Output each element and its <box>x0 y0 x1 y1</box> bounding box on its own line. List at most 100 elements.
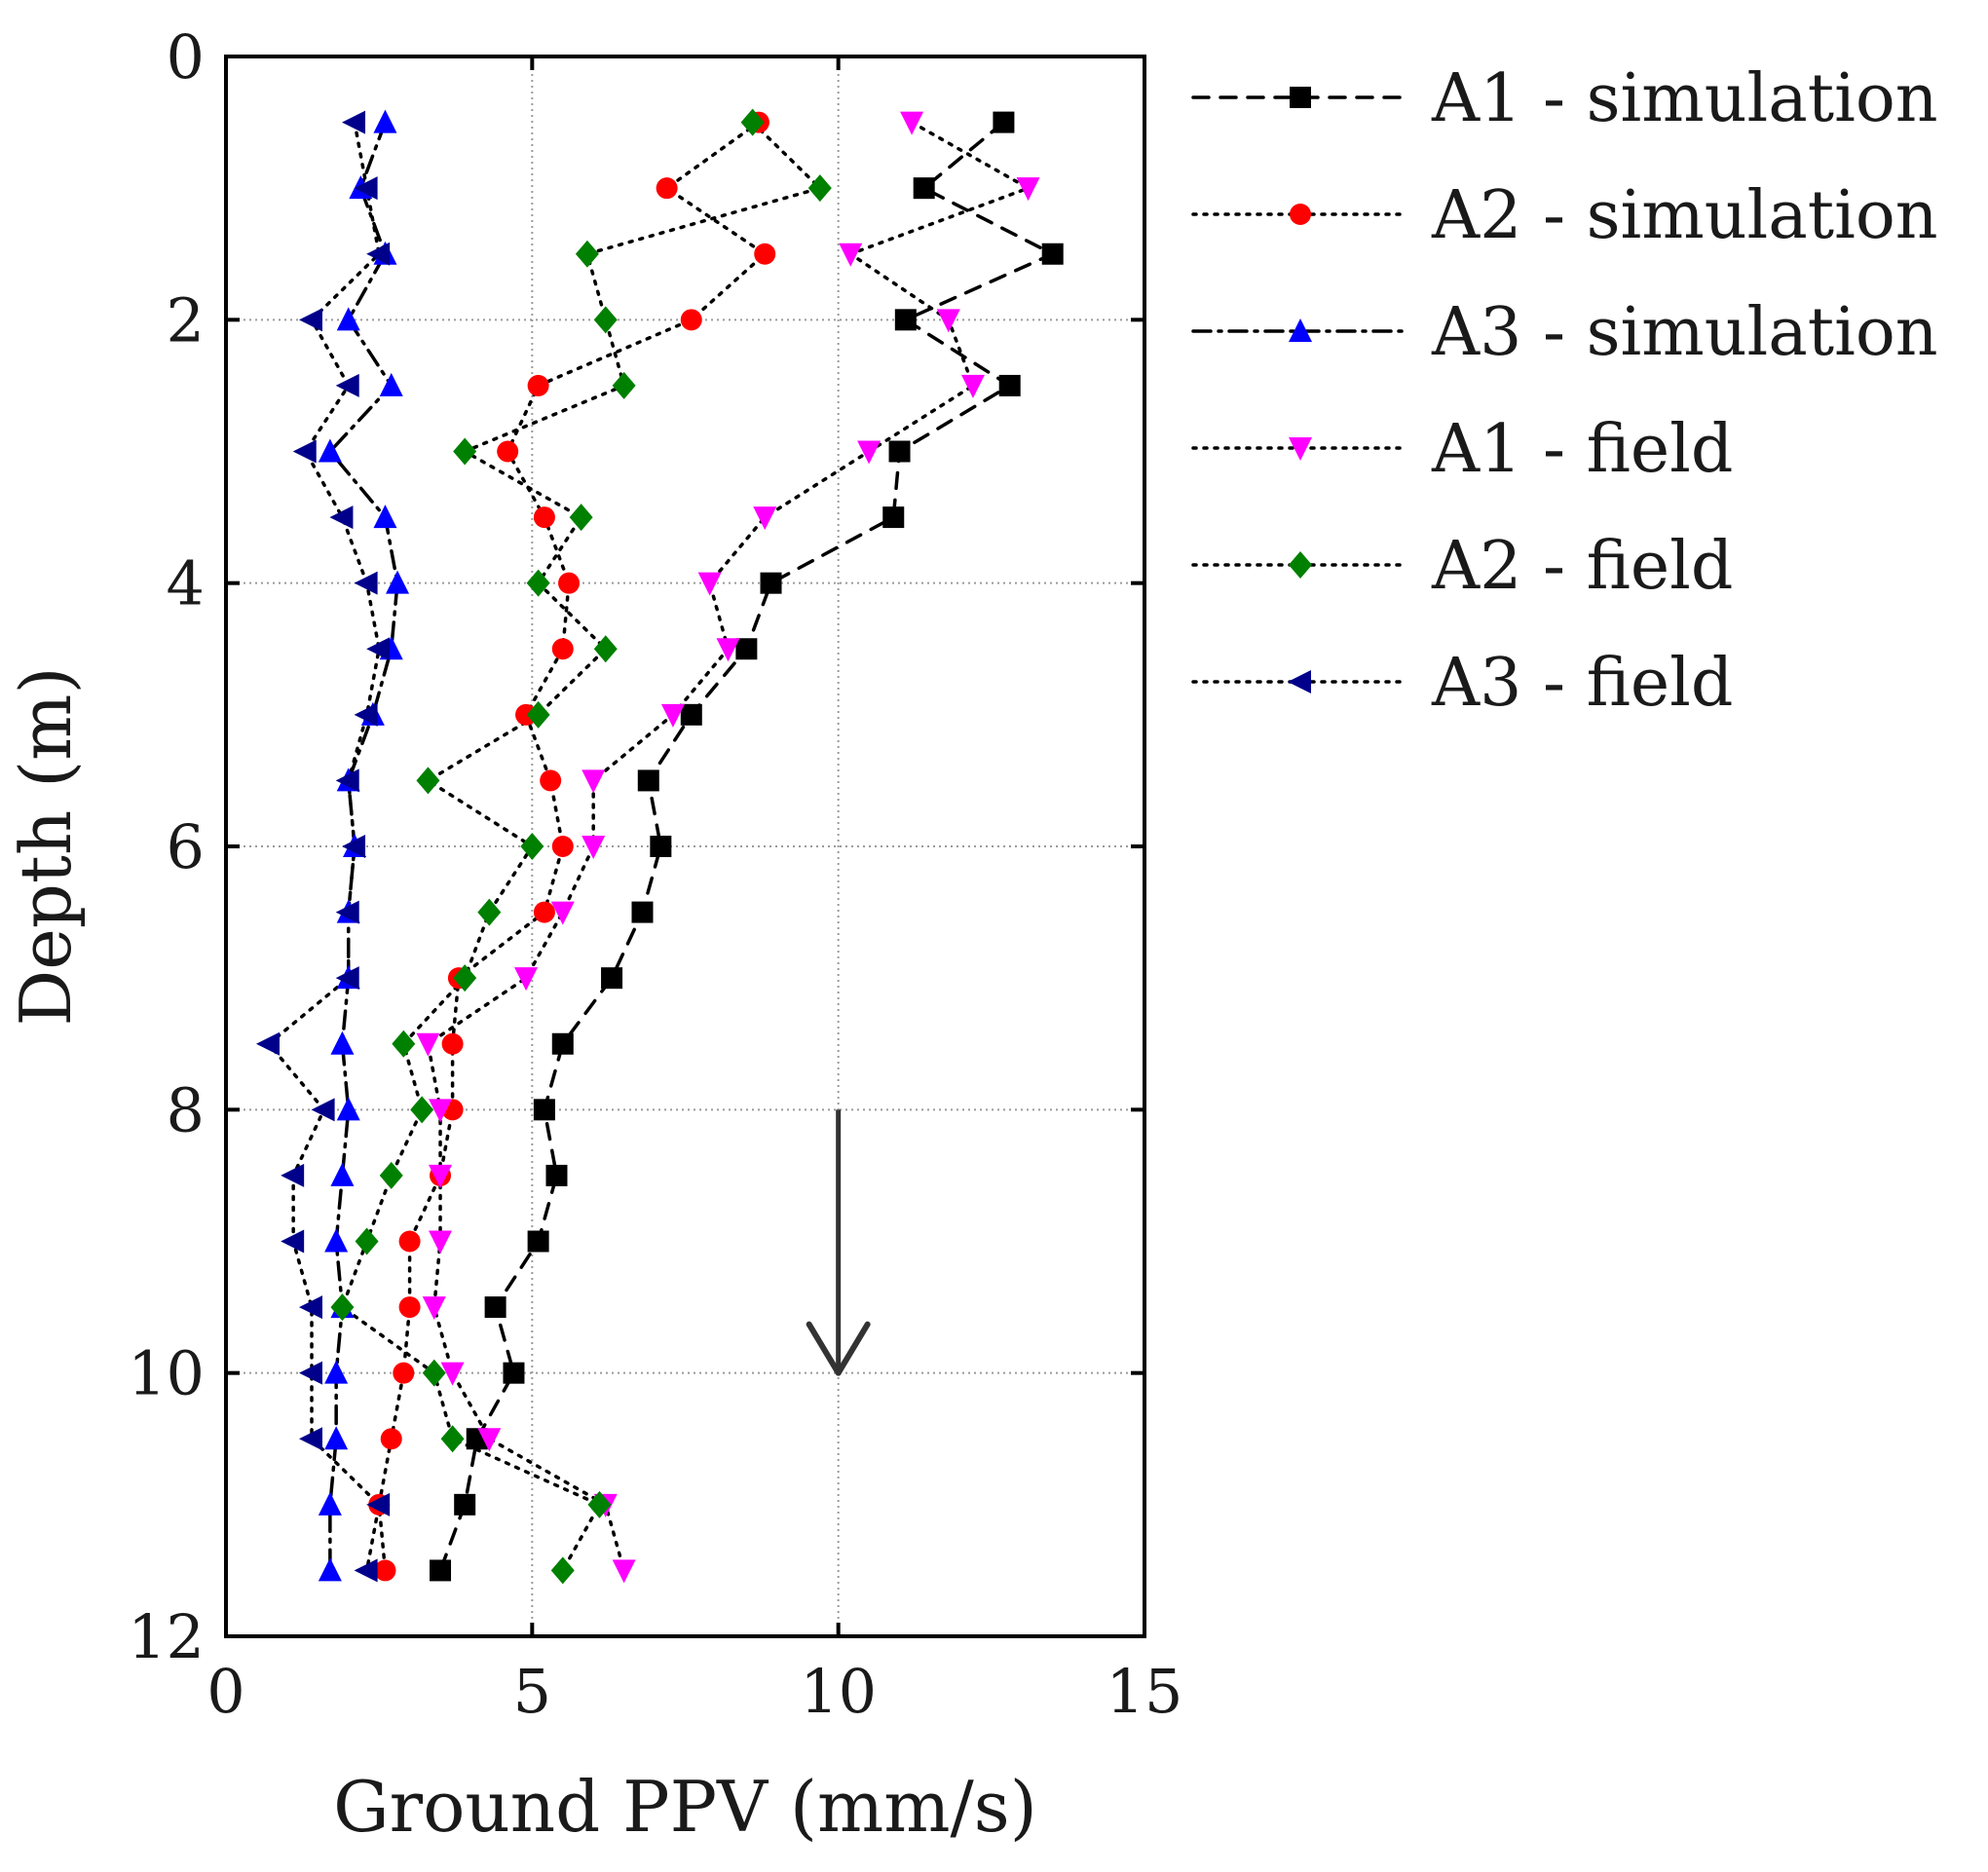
data-point <box>441 1032 464 1055</box>
series-line <box>438 120 1057 1573</box>
x-axis-title: Ground PPV (mm/s) <box>333 1766 1037 1848</box>
data-point <box>497 440 519 463</box>
data-point <box>429 1099 453 1123</box>
data-point <box>550 1556 575 1585</box>
markers-a3-field <box>256 110 391 1583</box>
data-point <box>716 638 740 662</box>
legend-marker <box>1289 437 1312 461</box>
y-tick-label: 6 <box>167 811 205 882</box>
data-point <box>894 309 917 331</box>
data-point <box>533 901 555 923</box>
data-point <box>484 1296 506 1319</box>
y-tick-label: 12 <box>128 1601 205 1672</box>
data-point <box>453 964 477 992</box>
data-point <box>551 638 574 660</box>
data-point <box>354 571 378 595</box>
data-point <box>386 570 410 594</box>
data-point <box>650 836 672 857</box>
axis-ticks: 0 5 10 15 0 2 4 6 8 10 12 <box>128 21 1182 1727</box>
data-point <box>680 309 702 331</box>
data-point <box>335 966 359 991</box>
data-point <box>753 506 777 531</box>
data-point <box>550 901 575 925</box>
data-point <box>888 440 911 463</box>
data-point <box>936 309 960 333</box>
legend-label: A3 - field <box>1431 645 1733 722</box>
data-point <box>882 506 905 529</box>
data-point <box>680 703 702 726</box>
legend-marker <box>1290 204 1311 225</box>
data-point <box>558 572 581 594</box>
data-point <box>637 769 659 792</box>
data-point <box>398 1230 421 1253</box>
data-point <box>545 1164 568 1186</box>
data-point <box>839 243 863 267</box>
series-group <box>256 108 1064 1585</box>
data-point <box>601 967 623 990</box>
data-point <box>697 572 722 596</box>
data-point <box>256 1031 281 1056</box>
data-point <box>440 1425 465 1453</box>
data-point <box>993 111 1015 133</box>
data-point <box>342 835 366 858</box>
data-point <box>429 1230 453 1254</box>
data-point <box>416 767 440 795</box>
legend-marker <box>1290 87 1311 108</box>
data-point <box>299 308 323 332</box>
data-point <box>318 438 342 463</box>
data-point <box>330 1162 355 1186</box>
data-point <box>1041 243 1064 265</box>
data-point <box>373 505 397 529</box>
data-point <box>551 836 574 857</box>
legend-item: A2 - field <box>1191 528 1733 605</box>
legend-marker <box>1289 318 1312 342</box>
legend-item: A1 - simulation <box>1191 60 1938 137</box>
data-point <box>416 1032 440 1057</box>
data-point <box>335 900 359 924</box>
x-tick-label: 5 <box>513 1656 551 1727</box>
y-tick-label: 0 <box>167 21 205 93</box>
data-point <box>740 108 765 136</box>
data-point <box>299 1427 323 1451</box>
x-tick-label: 10 <box>800 1656 877 1727</box>
data-point <box>754 243 776 265</box>
data-point <box>430 1559 452 1582</box>
data-point <box>900 111 924 135</box>
data-point <box>354 176 378 201</box>
data-point <box>453 437 477 466</box>
legend-item: A3 - simulation <box>1191 294 1938 371</box>
data-point <box>281 1229 305 1254</box>
data-point <box>324 1360 349 1384</box>
markers-a2-simulation <box>368 111 776 1582</box>
data-point <box>342 110 366 134</box>
data-point <box>477 1428 502 1452</box>
data-point <box>551 1032 574 1055</box>
data-point <box>311 1098 335 1122</box>
legend-label: A2 - simulation <box>1431 177 1938 254</box>
data-point <box>354 1558 378 1583</box>
legend-item: A1 - field <box>1191 411 1733 488</box>
data-point <box>380 1428 402 1450</box>
data-point <box>318 1557 342 1582</box>
data-point <box>410 1096 434 1124</box>
data-point <box>392 1030 416 1058</box>
y-axis-title: Depth (m) <box>5 666 87 1026</box>
data-point <box>422 1359 446 1387</box>
data-point <box>581 769 606 794</box>
data-point <box>503 1362 525 1384</box>
data-point <box>807 174 832 203</box>
series-a2-simulation <box>377 120 769 1573</box>
data-point <box>526 569 550 597</box>
data-point <box>373 109 397 133</box>
data-point <box>656 177 678 200</box>
markers-a1-field <box>416 111 1040 1584</box>
data-point <box>335 768 359 793</box>
data-point <box>612 1559 636 1584</box>
data-point <box>527 1230 549 1253</box>
data-point <box>575 240 599 268</box>
data-point <box>379 1161 403 1189</box>
data-point <box>374 1559 396 1582</box>
data-point <box>520 833 544 860</box>
markers-a1-simulation <box>430 111 1064 1582</box>
